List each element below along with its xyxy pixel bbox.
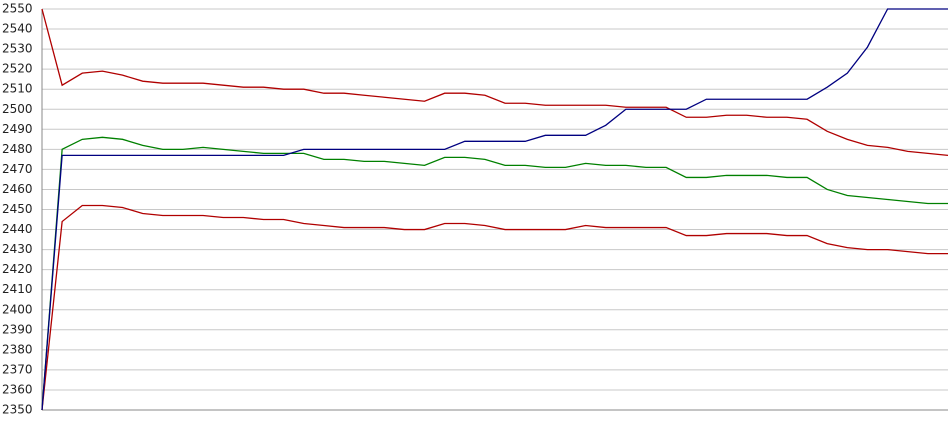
y-tick-label: 2550 (2, 2, 33, 16)
y-tick-label: 2460 (2, 182, 33, 196)
y-tick-label: 2410 (2, 282, 33, 296)
y-tick-label: 2450 (2, 202, 33, 216)
y-tick-label: 2510 (2, 82, 33, 96)
y-tick-label: 2370 (2, 362, 33, 376)
y-tick-label: 2530 (2, 42, 33, 56)
y-tick-label: 2520 (2, 62, 33, 76)
y-tick-label: 2440 (2, 222, 33, 236)
y-tick-label: 2360 (2, 382, 33, 396)
y-tick-label: 2350 (2, 403, 33, 417)
series-line (41, 8, 949, 157)
y-tick-label: 2420 (2, 262, 33, 276)
y-tick-label: 2430 (2, 242, 33, 256)
y-tick-label: 2470 (2, 162, 33, 176)
y-tick-label: 2380 (2, 342, 33, 356)
series-line (41, 204, 948, 411)
series-line (41, 136, 948, 411)
y-tick-label: 2540 (2, 22, 33, 36)
y-tick-label: 2390 (2, 322, 33, 336)
y-tick-label: 2500 (2, 102, 33, 116)
y-tick-label: 2400 (2, 302, 33, 316)
y-tick-label: 2480 (2, 142, 33, 156)
series-line (41, 8, 948, 411)
y-tick-label: 2490 (2, 122, 33, 136)
